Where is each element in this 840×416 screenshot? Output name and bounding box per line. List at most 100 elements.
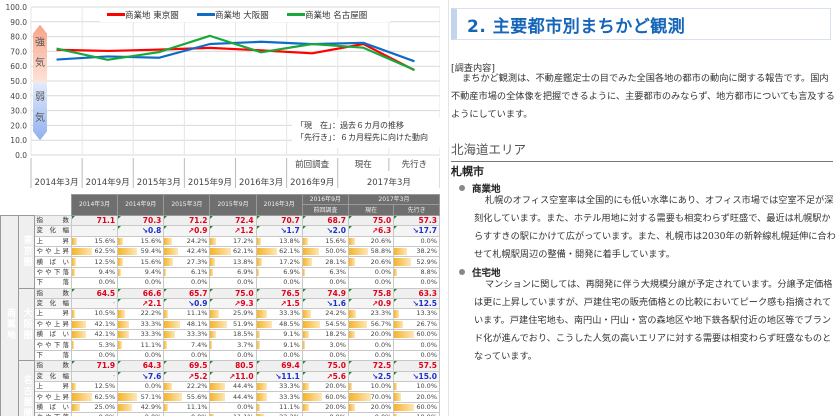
percent-cell: 0.0%	[209, 349, 257, 362]
y-tick-label: 10.0	[10, 136, 27, 145]
percent-bar	[394, 310, 399, 318]
series-line	[56, 40, 415, 63]
percent-bar	[72, 320, 86, 329]
change-cell: ↘2.0	[301, 225, 349, 237]
change-cell: ↘2.5	[347, 370, 395, 383]
y-tick-label: 70.0	[10, 47, 27, 56]
percent-cell: 9.1%	[255, 339, 303, 351]
percent-cell: 62.5%	[70, 245, 119, 258]
percent-cell: 33.3%	[255, 381, 303, 393]
line-chart: 100.0 90.0 80.0 70.0 60.0 50.0 40.0 30.0 20.0 10.…	[0, 0, 440, 192]
percent-cell: 0.0%	[347, 339, 395, 351]
period-header: 2016年9月	[301, 193, 349, 206]
y-tick-label: 20.0	[10, 121, 27, 130]
change-cell: ↘12.5	[393, 297, 440, 310]
index-cell: 71.9	[70, 360, 119, 372]
percent-cell: 12.5%	[70, 256, 119, 268]
table-row: 上昇 12.5% 0.0% 22.2% 44.4% 33.3% 20.0% 10.0% 10.0…	[1, 381, 440, 393]
percent-bar	[164, 310, 168, 318]
percent-cell: 62.5%	[70, 391, 119, 403]
x-category-label: 2014年3月	[35, 177, 79, 188]
x-sub-label: 先行き	[402, 159, 428, 170]
arrow-label: 強	[35, 35, 45, 48]
index-cell: 64.5	[70, 287, 119, 299]
y-tick-label: 50.0	[10, 77, 27, 86]
index-cell: 66.6	[117, 287, 165, 299]
percent-bar	[303, 268, 305, 277]
survey-label: [調査内容]	[451, 63, 495, 74]
table-row: 上昇 15.6% 15.6% 24.2% 17.2% 13.8% 15.6% 20.6% 0.0…	[1, 235, 440, 247]
percent-cell: 20.0%	[347, 329, 395, 341]
percent-cell: 70.0%	[347, 391, 395, 403]
row-label: やや上昇	[33, 318, 72, 331]
percent-bar	[303, 341, 305, 349]
percent-cell: 55.6%	[163, 391, 211, 403]
index-cell: 70.3	[117, 214, 165, 227]
row-label: やや上昇	[33, 245, 72, 258]
change-cell: ↘11.1	[255, 370, 303, 383]
row-label: 変化幅	[33, 225, 72, 237]
table-row: 横ばい 12.5% 15.6% 27.3% 13.8% 17.2% 28.1% 20.6% 52…	[1, 256, 440, 268]
change-cell: -	[70, 225, 119, 237]
percent-cell: 33.3%	[255, 391, 303, 403]
x-category-label: 2016年3月	[239, 177, 283, 188]
percent-bar	[164, 331, 176, 339]
percent-cell: 57.1%	[117, 391, 165, 403]
row-label: 上昇	[33, 235, 72, 247]
row-label: 横ばい	[33, 256, 72, 268]
index-cell: 71.1	[70, 214, 119, 227]
percent-cell: 9.1%	[255, 329, 303, 341]
percent-cell: 13.3%	[393, 308, 440, 320]
percent-bar	[210, 393, 225, 401]
percent-cell: 10.0%	[393, 412, 440, 416]
y-tick-label: 0.0	[15, 151, 27, 160]
index-cell: 69.4	[255, 360, 303, 372]
table-row: やや上昇 62.5% 57.1% 55.6% 44.4% 33.3% 60.0% 70.0% 2…	[1, 391, 440, 403]
percent-cell: 48.1%	[163, 318, 211, 331]
percent-bar	[210, 310, 219, 318]
percent-bar	[394, 414, 398, 416]
percent-cell: 0.0%	[209, 401, 257, 414]
change-cell: ↗0.9	[163, 225, 211, 237]
index-cell: 65.7	[163, 287, 211, 299]
period-header: 2014年3月	[70, 194, 119, 216]
percent-bar	[257, 258, 263, 266]
percent-cell: 52.9%	[393, 256, 440, 268]
table-row: 変化幅 - ↘7.6 ↗5.2 ↗11.0 ↘11.1 ↗5.6 ↘2.5 ↘15.0	[1, 370, 440, 383]
percent-bar	[257, 268, 259, 277]
percent-cell: 15.6%	[117, 256, 165, 268]
change-cell: ↗1.5	[255, 297, 303, 310]
residential-label: 住宅地	[472, 268, 501, 279]
commercial-bullet: 商業地	[459, 181, 501, 195]
percent-cell: 18.2%	[301, 329, 349, 341]
percent-bar	[210, 383, 225, 391]
percent-cell: 6.9%	[255, 266, 303, 279]
percent-bar	[118, 268, 122, 277]
table-row: 変化幅 - ↘0.8 ↗0.9 ↗1.2 ↘1.7 ↘2.0 ↗6.3 ↘17.7	[1, 225, 440, 237]
bullet-dot-icon	[459, 269, 465, 275]
table-row: 横ばい 25.0% 42.9% 11.1% 0.0% 11.1% 20.0% 20.0% 60.…	[1, 401, 440, 414]
percent-bar	[210, 331, 217, 339]
article-panel: 2. 主要都市別まちかど観測 [調査内容] まちかど観測は、不動産鑑定士の目でみ…	[448, 0, 840, 416]
percent-cell: 56.7%	[347, 318, 395, 331]
percent-bar	[349, 320, 368, 329]
percent-cell: 0.0%	[255, 349, 303, 362]
survey-data-table: 2014年3月 2014年9月 2015年3月 2015年9月 2016年3月 2016年…	[0, 193, 441, 416]
row-label: 指数	[33, 360, 72, 372]
percent-cell: 62.1%	[255, 245, 303, 258]
arrow-label: 気	[35, 56, 45, 69]
percent-bar	[257, 247, 277, 256]
percent-cell: 0.0%	[255, 277, 303, 289]
arrow-label: 弱	[35, 91, 45, 103]
percent-cell: 23.3%	[347, 308, 395, 320]
percent-cell: 20.0%	[301, 381, 349, 393]
percent-bar	[164, 393, 183, 401]
percent-bar	[394, 320, 403, 329]
percent-bar	[118, 320, 129, 329]
percent-bar	[394, 383, 398, 391]
percent-cell: 11.1%	[255, 401, 303, 414]
percent-cell: 13.8%	[255, 235, 303, 247]
percent-cell: 8.8%	[393, 266, 440, 279]
change-cell: ↘0.9	[163, 297, 211, 310]
period-header: 2014年9月	[117, 194, 165, 216]
